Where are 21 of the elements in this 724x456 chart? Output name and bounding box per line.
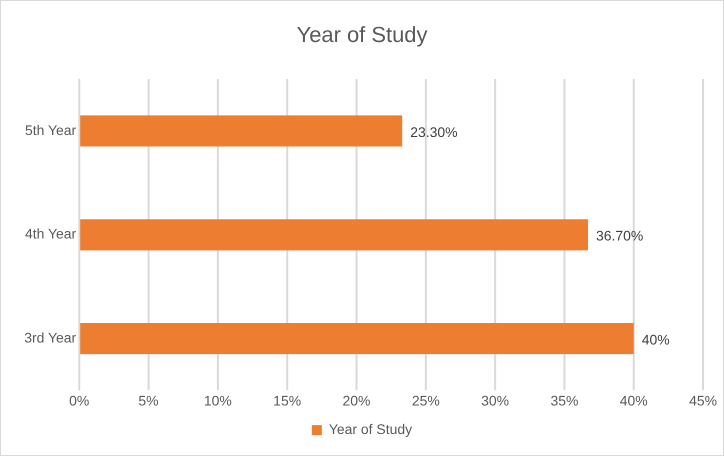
x-tick-label: 40% (620, 392, 648, 409)
x-tick-label: 45% (689, 392, 718, 409)
x-tick-label: 35% (550, 392, 578, 409)
chart-title: Year of Study (296, 22, 428, 48)
data-label: 23.30% (410, 124, 458, 140)
x-tick-label: 25% (412, 392, 440, 409)
y-tick-label: 4th Year (25, 226, 77, 242)
x-tick-label: 10% (204, 392, 232, 409)
x-tick-label: 15% (273, 392, 302, 409)
data-label: 36.70% (596, 228, 644, 244)
x-tick-label: 5% (138, 392, 159, 409)
y-tick-label: 3rd Year (24, 329, 77, 346)
legend-label: Year of Study (328, 420, 412, 437)
y-tick-label: 5th Year (25, 122, 77, 138)
x-tick-label: 20% (342, 392, 370, 409)
data-label: 40% (642, 331, 670, 348)
bar (80, 323, 634, 354)
bar (80, 115, 402, 147)
x-tick-label: 0% (69, 392, 90, 409)
x-tick-label: 30% (481, 392, 510, 409)
bar (80, 219, 588, 250)
